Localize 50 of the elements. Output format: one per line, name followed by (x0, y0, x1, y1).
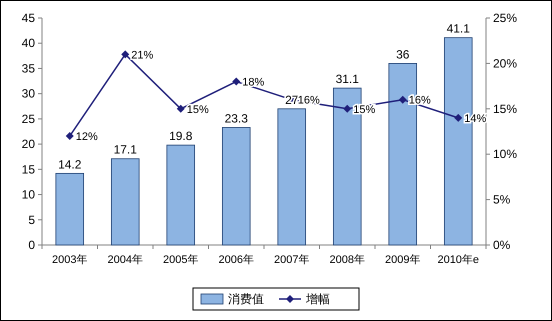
data-label: 21% (131, 49, 154, 62)
y-tick-label: 35 (22, 61, 36, 76)
y-tick-label: 5 (28, 212, 36, 227)
bar (277, 108, 306, 246)
x-tick-label: 2007年 (274, 254, 310, 266)
data-label: 14.2 (58, 157, 82, 172)
data-label: 12% (76, 131, 98, 144)
y2-tick-label: 10% (493, 147, 518, 162)
y-tick-label: 25 (22, 112, 36, 126)
data-label: 18% (242, 76, 264, 89)
y-tick-label: 30 (22, 86, 36, 101)
data-label: 17.1 (114, 142, 138, 157)
point (121, 50, 130, 58)
data-label: 27 (285, 92, 299, 107)
bar (55, 172, 84, 246)
bar (110, 158, 140, 246)
y2-tick-label: 25% (493, 11, 518, 25)
y-tick-label: 0 (28, 238, 36, 252)
legend-label: 消费值 (228, 292, 264, 306)
bar (222, 127, 251, 246)
y-tick-label: 45 (22, 11, 36, 25)
bar (166, 144, 196, 246)
y2-tick-label: 15% (493, 102, 518, 116)
point (176, 104, 185, 113)
x-tick-label: 2006年 (218, 254, 254, 266)
point (66, 132, 74, 140)
data-label: 36 (396, 47, 410, 62)
point (232, 78, 240, 86)
point (454, 114, 462, 122)
point (343, 104, 352, 113)
legend-label: 增幅 (305, 292, 330, 306)
x-tick-label: 2003年 (52, 254, 88, 266)
point (398, 96, 407, 104)
x-tick-label: 2008年 (330, 254, 365, 266)
y-tick-label: 10 (22, 188, 36, 202)
y2-tick-label: 20% (493, 56, 518, 70)
y-tick-label: 20 (22, 137, 36, 152)
x-tick-label: 2010年e (437, 254, 480, 266)
data-label: 23.3 (224, 111, 248, 126)
y-tick-label: 15 (22, 162, 36, 176)
y2-tick-label: 5% (493, 192, 511, 207)
y2-tick-label: 0% (493, 238, 511, 252)
data-label: 31.1 (336, 72, 360, 86)
data-label: 41.1 (446, 22, 470, 36)
x-tick-label: 2004年 (108, 254, 143, 266)
x-tick-label: 2009年 (385, 254, 420, 266)
data-label: 15% (186, 104, 209, 116)
data-label: 19.8 (169, 129, 193, 144)
y-tick-label: 40 (22, 36, 36, 50)
x-tick-label: 2005年 (163, 254, 198, 266)
